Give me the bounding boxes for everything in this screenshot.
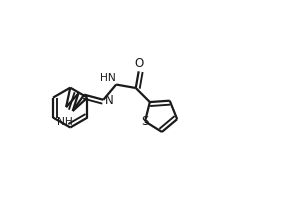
Text: HN: HN bbox=[100, 73, 115, 83]
Text: S: S bbox=[141, 115, 149, 128]
Text: N: N bbox=[104, 94, 113, 107]
Text: O: O bbox=[134, 56, 143, 70]
Text: NH: NH bbox=[57, 117, 73, 127]
